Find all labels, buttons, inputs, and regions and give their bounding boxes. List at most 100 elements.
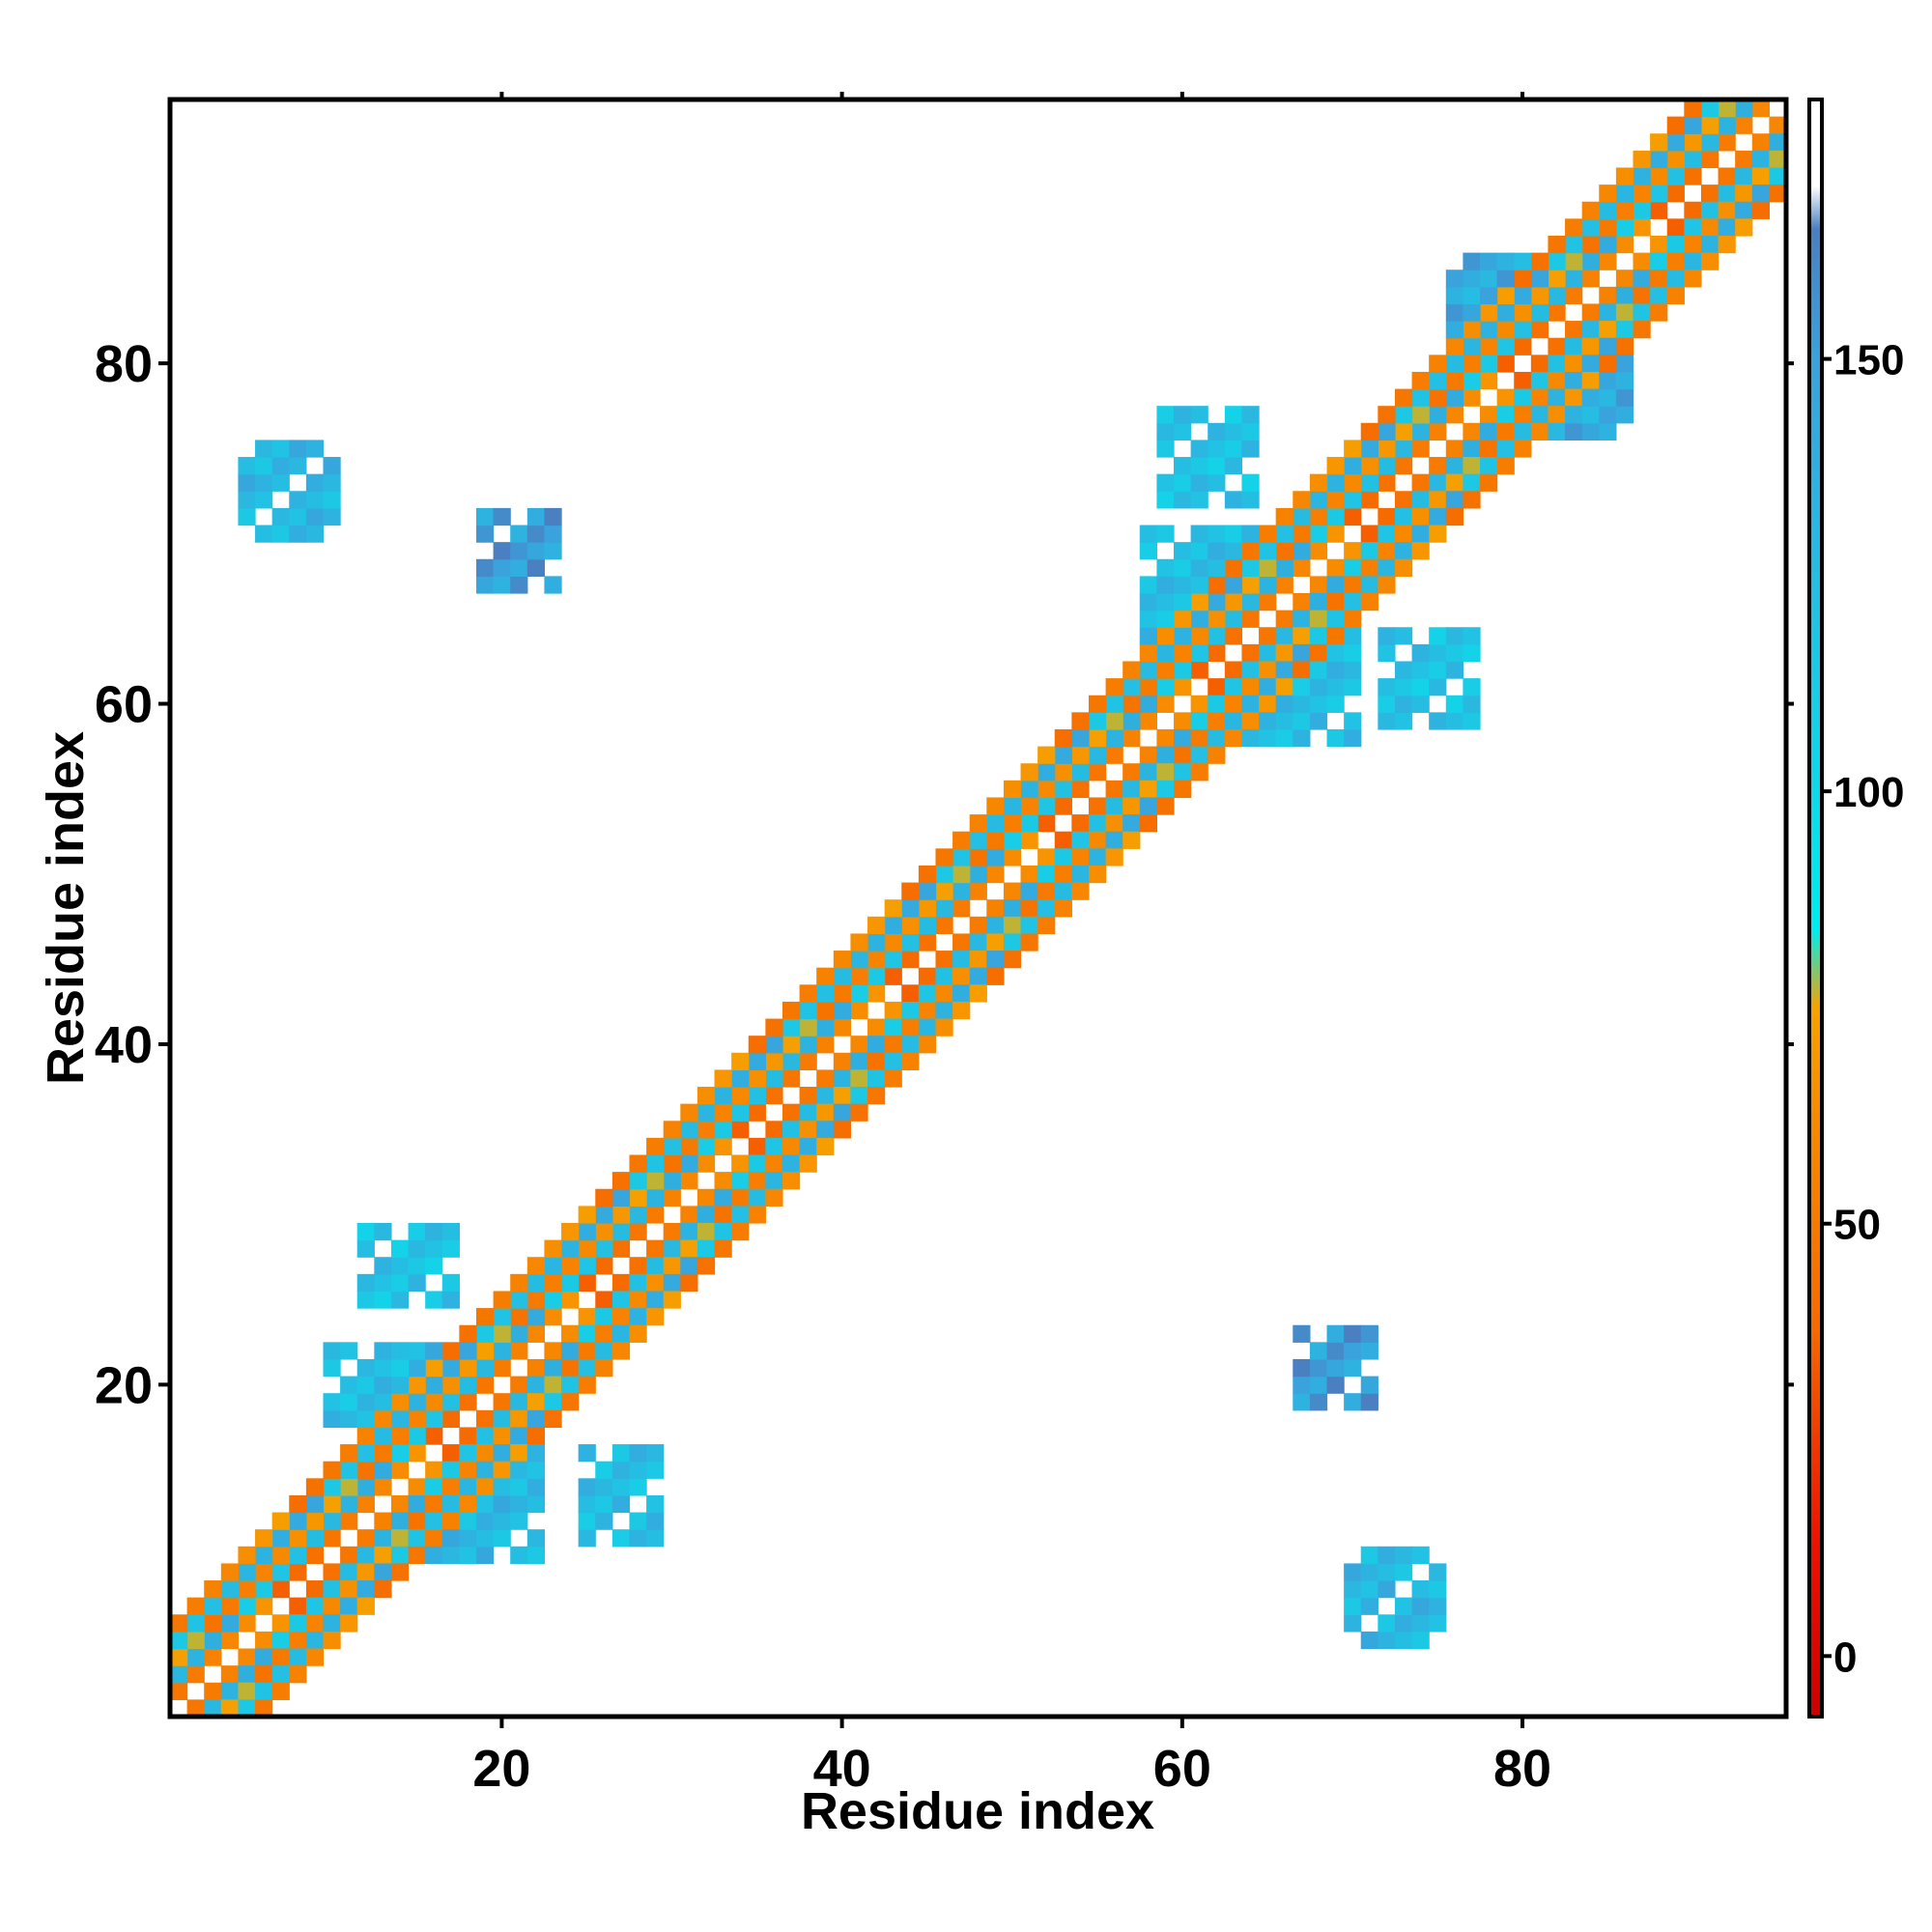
heatmap-cell <box>1344 593 1362 611</box>
heatmap-cell <box>459 1342 477 1360</box>
heatmap-cell <box>441 1529 460 1548</box>
heatmap-cell <box>475 1409 495 1429</box>
heatmap-cell <box>1326 576 1345 594</box>
heatmap-cell <box>544 1308 562 1326</box>
heatmap-cell <box>323 507 341 526</box>
heatmap-cell <box>1496 252 1515 270</box>
heatmap-cell <box>646 1273 665 1293</box>
heatmap-cell <box>1122 728 1141 748</box>
heatmap-cell <box>340 1409 358 1429</box>
heatmap-cell <box>323 1393 341 1411</box>
heatmap-cell <box>1071 712 1090 730</box>
heatmap-cell <box>1344 712 1362 730</box>
heatmap-cell <box>714 1069 732 1088</box>
y-tick-label: 60 <box>95 676 153 734</box>
heatmap-cell <box>1615 167 1634 185</box>
heatmap-cell <box>1599 303 1617 322</box>
heatmap-cell <box>475 1461 495 1479</box>
heatmap-cell <box>1769 133 1787 152</box>
heatmap-cell <box>1548 252 1566 270</box>
heatmap-cell <box>1480 473 1498 492</box>
heatmap-cell <box>1190 627 1208 645</box>
heatmap-cell <box>1480 371 1498 390</box>
heatmap-cell <box>611 1188 631 1207</box>
heatmap-cell <box>323 1478 341 1496</box>
heatmap-cell <box>220 1631 240 1650</box>
heatmap-cell <box>526 1358 546 1378</box>
heatmap-cell <box>220 1682 240 1700</box>
heatmap-cell <box>390 1358 410 1378</box>
heatmap-cell <box>493 1529 511 1548</box>
heatmap-cell <box>1174 746 1192 764</box>
heatmap-cell <box>374 1222 392 1241</box>
heatmap-cell <box>833 967 852 985</box>
x-axis-label: Residue index <box>801 1782 1154 1840</box>
heatmap-cell <box>1684 218 1702 237</box>
heatmap-cell <box>1241 695 1260 713</box>
heatmap-cell <box>408 1444 426 1463</box>
heatmap-cell <box>1394 388 1413 407</box>
heatmap-cell <box>1326 558 1345 577</box>
heatmap-cell <box>1565 218 1583 237</box>
heatmap-cell <box>1394 627 1413 645</box>
heatmap-cell <box>680 1172 698 1190</box>
heatmap-cell <box>1241 525 1260 543</box>
heatmap-cell <box>1581 218 1600 237</box>
heatmap-cell <box>611 1206 631 1224</box>
heatmap-cell <box>781 1052 801 1070</box>
heatmap-cell <box>374 1563 392 1581</box>
heatmap-cell <box>833 951 852 969</box>
heatmap-cell <box>1224 525 1243 543</box>
heatmap-cell <box>1037 797 1056 815</box>
heatmap-cell <box>765 1121 783 1139</box>
heatmap-cell <box>1411 1597 1430 1615</box>
heatmap-cell <box>611 1239 631 1258</box>
heatmap-cell <box>1378 678 1396 696</box>
heatmap-cell <box>1122 763 1141 781</box>
heatmap-cell <box>561 1291 580 1309</box>
heatmap-cell <box>441 1273 460 1293</box>
heatmap-cell <box>986 899 1005 918</box>
heatmap-cell <box>475 1529 495 1548</box>
heatmap-cell <box>714 1188 732 1207</box>
heatmap-cell <box>238 1648 256 1666</box>
heatmap-cell <box>1156 491 1175 509</box>
heatmap-cell <box>714 1087 732 1105</box>
heatmap-cell <box>390 1239 410 1258</box>
heatmap-cell <box>425 1257 443 1275</box>
heatmap-cell <box>696 1239 716 1258</box>
heatmap-cell <box>1615 201 1634 219</box>
heatmap-cell <box>1429 388 1447 407</box>
heatmap-cell <box>1615 406 1634 424</box>
heatmap-cell <box>526 1444 546 1463</box>
heatmap-cell <box>1480 406 1498 424</box>
heatmap-cell <box>1735 150 1753 169</box>
heatmap-cell <box>238 1546 256 1565</box>
heatmap-cell <box>289 440 307 458</box>
heatmap-cell <box>901 1052 920 1070</box>
heatmap-cell <box>544 1239 562 1258</box>
heatmap-cell <box>374 1257 392 1275</box>
heatmap-cell <box>1429 355 1447 373</box>
heatmap-cell <box>1326 473 1345 492</box>
heatmap-cell <box>748 1103 766 1122</box>
heatmap-cell <box>356 1563 375 1581</box>
heatmap-cell <box>493 1444 511 1463</box>
heatmap-cell <box>1190 440 1208 458</box>
heatmap-cell <box>186 1699 205 1718</box>
heatmap-cell <box>1241 643 1260 663</box>
heatmap-cell <box>390 1342 410 1360</box>
heatmap-cell <box>374 1393 392 1411</box>
heatmap-cell <box>374 1546 392 1565</box>
heatmap-cell <box>1190 728 1208 748</box>
heatmap-cell <box>833 1052 852 1070</box>
heatmap-cell <box>1139 678 1158 696</box>
heatmap-cell <box>1394 457 1413 475</box>
heatmap-cell <box>425 1427 443 1445</box>
heatmap-cell <box>1293 627 1311 645</box>
heatmap-cell <box>561 1222 580 1241</box>
heatmap-cell <box>1615 388 1634 407</box>
heatmap-cell <box>1174 661 1192 679</box>
heatmap-cell <box>220 1699 240 1718</box>
heatmap-cell <box>1496 337 1515 355</box>
